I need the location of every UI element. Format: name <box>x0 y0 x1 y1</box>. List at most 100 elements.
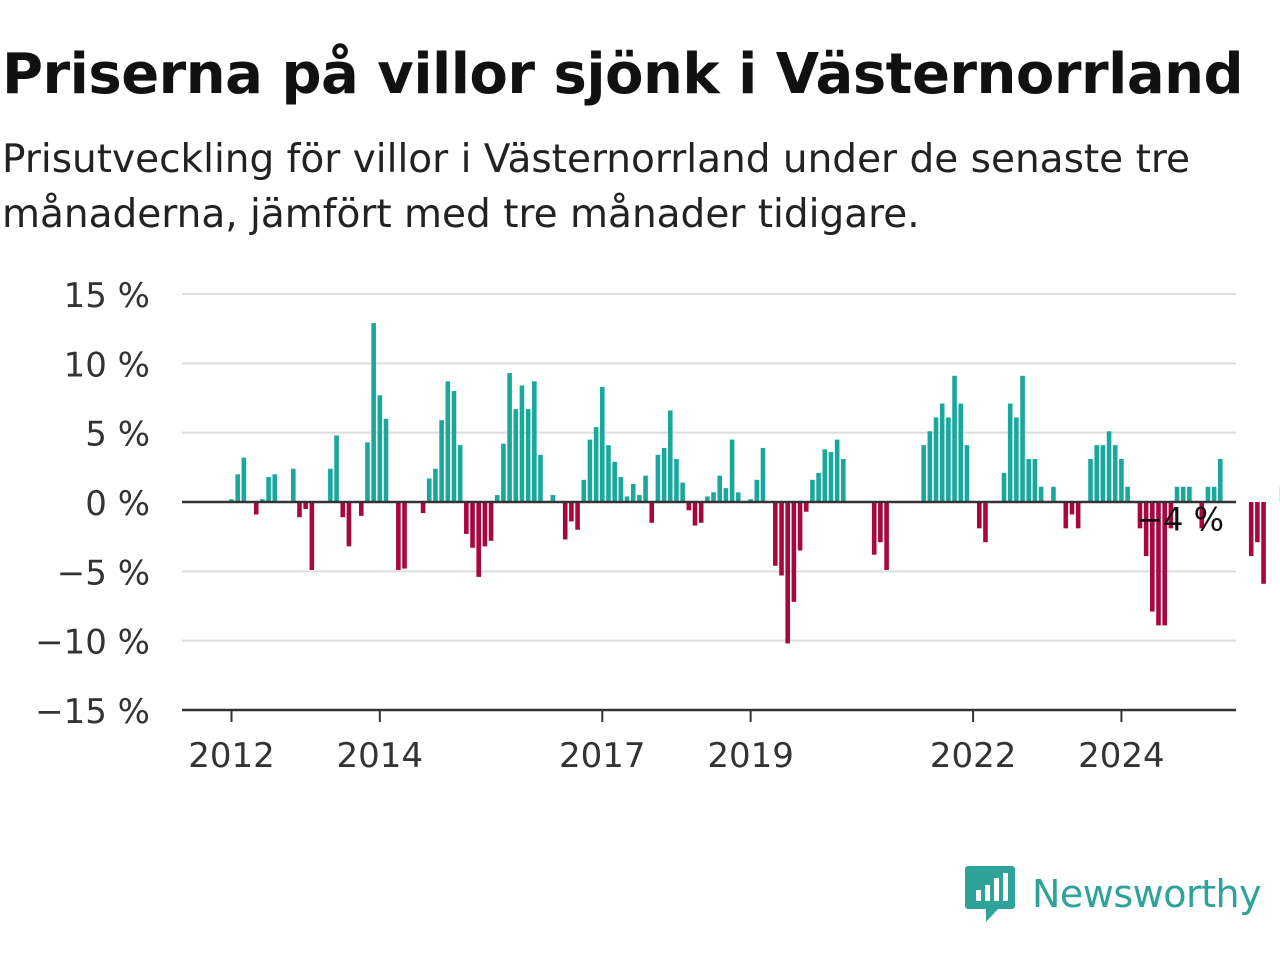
bar <box>1075 502 1081 529</box>
bar <box>946 417 951 502</box>
bar <box>600 386 605 502</box>
bar <box>779 502 784 576</box>
bar <box>569 502 574 522</box>
bar <box>1069 502 1075 515</box>
bar <box>618 477 624 502</box>
bar <box>309 502 315 570</box>
bar <box>593 427 599 502</box>
bar <box>383 418 389 502</box>
bar <box>229 499 234 502</box>
bar <box>1088 459 1093 502</box>
bar <box>1112 445 1118 502</box>
bar <box>1032 459 1038 502</box>
bar <box>1205 486 1211 502</box>
bar <box>674 459 679 502</box>
bar <box>303 502 308 509</box>
bar <box>346 502 352 547</box>
bar <box>1038 486 1044 502</box>
bar-chart: 15 % 10 % 5 % 0 % −5 % −10 % −15 % 2012 2014 2017… <box>35 276 1280 776</box>
bar <box>291 468 296 502</box>
bar <box>661 447 667 502</box>
bar <box>1100 445 1106 502</box>
bar <box>828 452 834 502</box>
bar <box>445 381 451 502</box>
bar <box>606 445 611 502</box>
bar <box>396 502 401 570</box>
bar <box>711 492 716 502</box>
bar <box>698 502 704 523</box>
bar <box>797 502 803 551</box>
bar <box>927 431 933 502</box>
bar <box>575 502 580 530</box>
bar <box>1248 502 1254 557</box>
bar <box>235 474 240 502</box>
bar <box>377 395 383 502</box>
bar <box>494 495 500 502</box>
bar <box>655 454 661 502</box>
bar <box>420 502 426 514</box>
bar <box>667 410 673 502</box>
bar <box>729 439 735 502</box>
bar <box>1218 459 1223 502</box>
x-tick-label: 2024 <box>1078 736 1165 776</box>
bar <box>1143 502 1149 557</box>
bar <box>878 502 883 543</box>
bar <box>1180 486 1186 502</box>
newsworthy-chart-bubble-icon <box>965 866 1015 922</box>
x-tick-label: 2022 <box>930 736 1017 776</box>
bar <box>1211 486 1217 502</box>
bar <box>562 502 568 540</box>
bar <box>717 475 723 502</box>
bar <box>773 502 778 566</box>
bar <box>630 483 636 502</box>
bar <box>822 449 828 502</box>
chart-title: Priserna på villor sjönk i Västernorrlan… <box>2 42 1244 107</box>
bar <box>692 502 698 526</box>
bar <box>841 459 846 502</box>
bar <box>538 454 543 502</box>
bar <box>1051 486 1056 502</box>
bar <box>1007 403 1013 502</box>
bar <box>260 499 265 502</box>
bar <box>1150 502 1155 612</box>
bar <box>328 468 333 502</box>
y-tick-label: 0 % <box>85 484 150 524</box>
last-value-label: −4 % <box>1136 501 1224 539</box>
bar <box>810 479 815 502</box>
bar <box>457 445 463 502</box>
bar <box>952 375 957 502</box>
bar <box>513 409 519 502</box>
y-tick-label: −5 % <box>57 553 150 593</box>
bar <box>253 502 259 515</box>
y-tick-label: 10 % <box>64 345 150 385</box>
bar <box>358 502 364 516</box>
bar <box>272 474 278 502</box>
bar <box>939 403 945 502</box>
bar <box>1125 486 1130 502</box>
bar <box>649 502 655 523</box>
bar <box>365 442 370 502</box>
bar <box>1162 502 1167 626</box>
bar <box>532 381 537 502</box>
x-tick-label: 2012 <box>188 736 275 776</box>
y-tick-label: −15 % <box>35 692 150 732</box>
bar <box>686 502 692 511</box>
bar <box>507 373 512 502</box>
bar <box>816 472 821 502</box>
bar <box>488 502 494 541</box>
bar <box>785 502 790 644</box>
bar <box>791 502 797 602</box>
bar <box>921 445 926 502</box>
bar <box>476 502 481 577</box>
bar <box>519 385 525 502</box>
x-tick-label: 2014 <box>337 736 424 776</box>
bar <box>643 475 648 502</box>
bar <box>803 502 809 512</box>
bar <box>482 502 488 547</box>
bar <box>340 502 346 518</box>
y-tick-label: 15 % <box>64 276 150 316</box>
bar <box>1014 417 1019 502</box>
bar <box>976 502 982 529</box>
x-tick-label: 2017 <box>559 736 646 776</box>
bar <box>637 495 642 502</box>
